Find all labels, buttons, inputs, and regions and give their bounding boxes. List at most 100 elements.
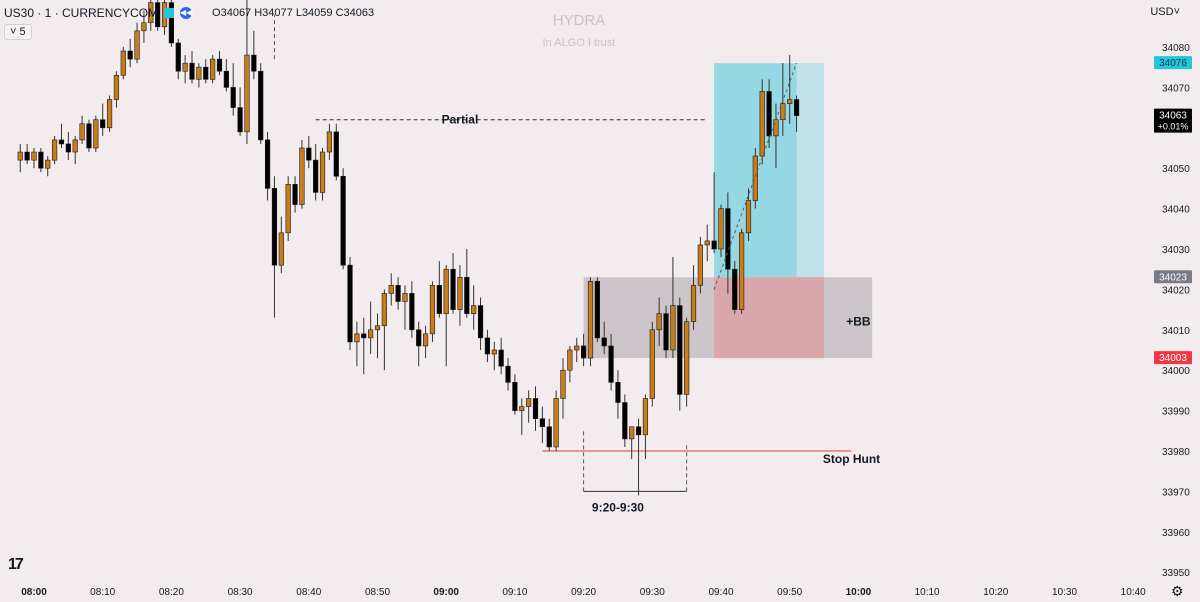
candle-body xyxy=(58,139,65,145)
currency-selector[interactable]: USD˅ xyxy=(1150,6,1180,18)
candle-body xyxy=(471,305,477,314)
y-tick-label: 34050 xyxy=(1162,164,1190,175)
candle-body xyxy=(704,240,710,246)
candle-body xyxy=(690,285,697,323)
candle-body xyxy=(773,119,779,137)
candle-body xyxy=(306,147,312,161)
candle-body xyxy=(251,54,257,72)
settings-gear-icon[interactable]: ⚙ xyxy=(1171,583,1184,599)
x-tick-label: 08:40 xyxy=(296,587,321,598)
candle-body xyxy=(313,159,319,193)
candle-body xyxy=(608,345,614,383)
y-tick-label: 34010 xyxy=(1162,326,1190,337)
candle-body xyxy=(793,99,800,116)
x-tick-label: 09:10 xyxy=(502,587,527,598)
interval-badge[interactable]: ˅ 5 xyxy=(4,24,32,40)
x-tick-label: 10:00 xyxy=(846,587,872,598)
candle-body xyxy=(216,58,223,72)
price-axis-panel[interactable] xyxy=(1148,0,1200,602)
candle-body xyxy=(505,365,511,383)
candle-body xyxy=(697,244,703,286)
candle-body xyxy=(52,139,58,161)
sl-price-tag xyxy=(1154,351,1192,365)
candle-body xyxy=(395,285,401,302)
watermark-subtitle: In ALGO I trust xyxy=(542,37,616,49)
time-axis-panel[interactable] xyxy=(0,578,1148,602)
candle-body xyxy=(526,398,532,407)
candle-body xyxy=(264,139,271,189)
x-tick-label: 09:20 xyxy=(571,587,596,598)
current-price-tag-change: +0.01% xyxy=(1158,122,1189,132)
tp-price-tag-text: 34076 xyxy=(1159,58,1187,69)
x-tick-label: 08:30 xyxy=(228,587,253,598)
bb-label: +BB xyxy=(846,315,871,329)
candle-body xyxy=(24,151,30,161)
candle-body xyxy=(580,345,587,359)
candle-body xyxy=(443,268,449,314)
candle-body xyxy=(656,313,662,331)
indicator-color-icon xyxy=(164,8,175,18)
entry-price-tag xyxy=(1154,270,1192,284)
candle-body xyxy=(299,147,305,205)
candle-body xyxy=(223,70,229,88)
candle-body xyxy=(45,159,51,169)
trend-dotted-line xyxy=(713,62,798,290)
candle-body xyxy=(725,208,731,270)
candle-body xyxy=(587,281,594,359)
entry-price-tag-text: 34023 xyxy=(1159,272,1187,283)
x-tick-label: 10:20 xyxy=(983,587,1008,598)
x-tick-label: 09:50 xyxy=(777,587,802,598)
stop-hunt-label: Stop Hunt xyxy=(823,452,880,466)
candle-body xyxy=(739,232,745,310)
candle-body xyxy=(711,240,717,250)
candle-body xyxy=(333,131,339,177)
interval-value: 5 xyxy=(19,26,26,38)
candle-body xyxy=(141,22,147,32)
candle-body xyxy=(574,345,580,351)
candle-body xyxy=(663,313,669,351)
y-tick-label: 34000 xyxy=(1162,366,1190,377)
candle-body xyxy=(31,151,37,161)
candle-body xyxy=(512,382,518,411)
candle-body xyxy=(230,87,236,108)
candle-body xyxy=(457,276,463,310)
candle-body xyxy=(381,293,387,327)
candle-body xyxy=(519,406,525,411)
candle-body xyxy=(210,58,216,80)
candle-body xyxy=(120,50,126,76)
candle-body xyxy=(237,107,243,133)
candle-body xyxy=(642,398,649,436)
candle-body xyxy=(477,305,484,339)
candle-body xyxy=(113,74,120,100)
chevron-down-icon: ˅ xyxy=(1173,6,1180,18)
candle-body xyxy=(464,276,470,314)
current-price-tag-text: 34063 xyxy=(1159,111,1187,122)
chevron-down-icon: ˅ xyxy=(10,26,17,38)
replay-icon[interactable]: ◀◀ xyxy=(180,7,193,19)
candle-body xyxy=(189,62,195,80)
candle-body xyxy=(148,2,154,24)
candle-body xyxy=(429,285,436,335)
candle-body xyxy=(752,155,758,201)
x-tick-label: 10:30 xyxy=(1052,587,1077,598)
stop-loss-zone xyxy=(714,277,825,359)
take-profit-zone-future xyxy=(796,63,825,278)
y-tick-label: 34020 xyxy=(1162,285,1190,296)
y-tick-label: 33970 xyxy=(1162,487,1190,498)
candle-body xyxy=(718,208,724,250)
candle-body xyxy=(436,285,442,314)
candle-body xyxy=(622,402,628,440)
symbol-label[interactable]: US30 · 1 · CURRENCYCOM xyxy=(4,6,159,20)
x-tick-label: 09:30 xyxy=(640,587,665,598)
candle-body xyxy=(787,99,793,104)
candle-body xyxy=(560,369,566,399)
candle-body xyxy=(553,398,559,448)
candle-body xyxy=(670,305,676,351)
candle-body xyxy=(402,293,408,302)
candle-body xyxy=(567,349,573,371)
candle-body xyxy=(292,184,298,205)
candle-body xyxy=(155,2,161,28)
partial-label: Partial xyxy=(442,113,479,127)
tradingview-logo-icon[interactable]: 17 xyxy=(8,556,24,573)
